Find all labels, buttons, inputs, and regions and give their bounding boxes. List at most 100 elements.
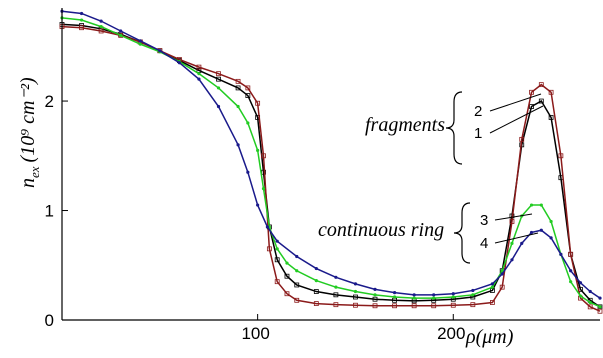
data-point-series-2	[597, 308, 603, 314]
data-point-series-4	[246, 170, 250, 174]
data-point-series-2	[266, 246, 272, 252]
data-point-series-2	[118, 32, 124, 38]
y-axis-label-sub: ex	[27, 166, 42, 178]
data-point-series-1	[274, 257, 280, 263]
annotation-fragments: fragments	[365, 114, 445, 136]
leader-line-2	[489, 93, 542, 112]
data-point-series-4	[295, 254, 299, 259]
data-point-series-2	[450, 302, 456, 308]
series-line-4	[61, 10, 601, 299]
data-point-series-4	[314, 266, 318, 271]
data-point-series-3	[578, 294, 583, 298]
data-point-series-4	[598, 296, 602, 300]
data-point-series-4	[158, 49, 162, 53]
data-point-series-3	[261, 187, 266, 191]
data-point-series-3	[598, 305, 602, 309]
data-point-series-4	[334, 275, 338, 279]
data-point-series-2	[313, 301, 319, 306]
data-point-series-2	[548, 89, 554, 95]
data-point-series-4	[373, 287, 377, 291]
data-point-series-3	[275, 247, 279, 251]
data-point-series-3	[490, 285, 494, 289]
data-point-series-4	[177, 61, 181, 65]
data-point-series-2	[411, 303, 417, 309]
brace-continuous-ring-icon	[453, 202, 471, 264]
y-tick-label: 0	[45, 311, 54, 330]
data-point-series-2	[255, 100, 261, 106]
data-point-series-4	[99, 19, 103, 23]
data-point-series-4	[265, 225, 270, 229]
data-point-series-4	[588, 289, 592, 294]
x-tick-label: 100	[241, 324, 269, 343]
data-point-series-4	[256, 203, 260, 207]
data-point-series-2	[489, 300, 495, 305]
data-point-series-3	[549, 219, 553, 224]
data-point-series-3	[246, 121, 250, 125]
y-tick-label: 1	[45, 202, 54, 221]
data-point-series-2	[294, 297, 300, 303]
data-point-series-1	[313, 289, 319, 294]
data-point-series-4	[569, 269, 573, 273]
data-point-series-3	[256, 148, 260, 152]
leader-line-4	[494, 232, 539, 244]
data-point-series-2	[235, 78, 241, 84]
data-point-series-4	[236, 143, 240, 147]
data-point-series-4	[510, 258, 514, 262]
data-point-series-2	[98, 28, 104, 34]
annotation-continuous-ring: continuous ring	[318, 219, 444, 241]
data-point-series-2	[353, 302, 358, 308]
data-point-series-3	[588, 300, 592, 305]
data-point-series-3	[412, 296, 416, 300]
leader-line-1	[489, 105, 544, 134]
data-point-series-1	[333, 292, 339, 298]
data-point-series-3	[569, 280, 573, 284]
data-point-series-4	[490, 282, 494, 286]
data-point-series-4	[520, 241, 524, 245]
series-line-2	[61, 25, 601, 312]
data-point-series-4	[471, 288, 475, 293]
data-point-series-2	[519, 136, 525, 142]
data-point-series-1	[245, 93, 251, 98]
data-point-series-3	[373, 293, 377, 297]
data-point-series-2	[568, 251, 574, 257]
data-point-series-4	[412, 293, 416, 297]
data-point-series-2	[587, 304, 593, 310]
data-point-series-1	[353, 294, 358, 300]
data-point-series-4	[275, 239, 279, 243]
data-point-series-2	[470, 302, 476, 308]
data-point-series-3	[119, 33, 123, 37]
data-point-series-1	[372, 296, 378, 302]
series-layer	[59, 9, 603, 314]
data-point-series-1	[235, 85, 241, 91]
data-point-series-2	[499, 284, 505, 290]
data-point-series-1	[216, 76, 221, 82]
series-line-3	[61, 17, 601, 308]
y-tick-label: 2	[45, 92, 54, 111]
data-point-series-3	[353, 289, 358, 294]
data-point-series-4	[216, 104, 221, 109]
data-point-series-3	[216, 86, 221, 90]
x-axis-label: ρ(μm)	[465, 326, 514, 348]
ticks-layer: 100 200 0 1 2	[45, 92, 466, 343]
data-point-series-1	[548, 115, 554, 120]
data-point-series-3	[510, 241, 514, 245]
data-point-series-3	[236, 104, 240, 109]
data-point-series-2	[538, 82, 544, 88]
data-point-series-3	[99, 25, 103, 29]
data-point-series-4	[559, 252, 563, 256]
y-axis-label: nex (10⁹ cm⁻²)	[17, 77, 42, 188]
data-point-series-1	[529, 104, 534, 109]
data-point-series-1	[538, 98, 544, 104]
leader-line-3	[494, 213, 533, 221]
data-point-series-2	[558, 153, 564, 159]
data-point-series-4	[529, 230, 534, 235]
curve-label-2: 2	[474, 103, 482, 120]
data-point-series-3	[334, 285, 338, 289]
data-point-series-2	[372, 303, 378, 309]
data-point-series-4	[119, 29, 123, 33]
y-axis-label-main: n	[17, 178, 39, 188]
axes-layer	[61, 8, 600, 321]
data-point-series-4	[500, 272, 504, 276]
data-point-series-2	[245, 85, 251, 91]
